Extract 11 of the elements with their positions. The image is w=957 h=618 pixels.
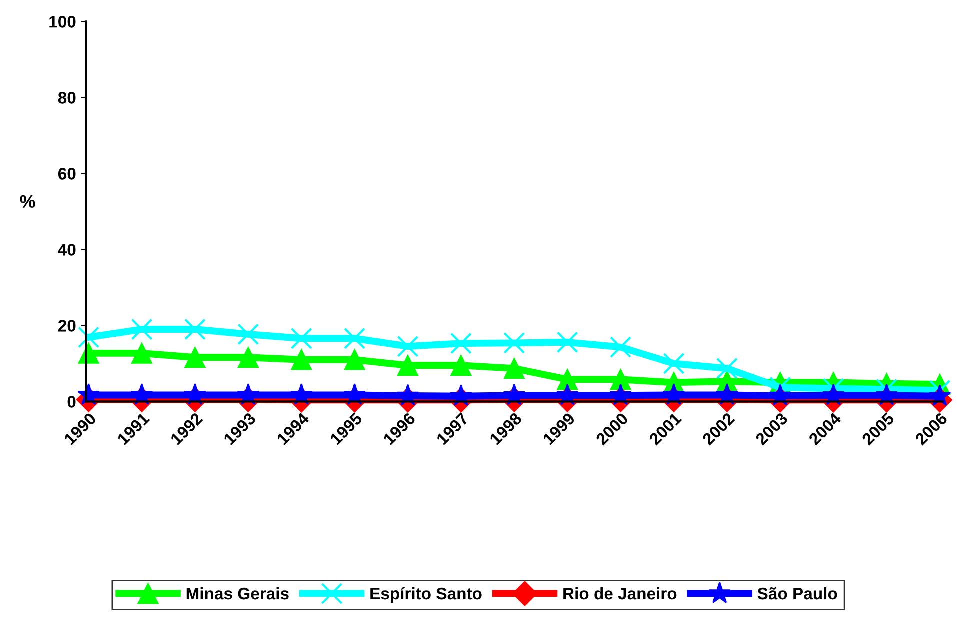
legend-label: Rio de Janeiro: [564, 587, 677, 600]
y-tick-label: 60: [58, 168, 76, 180]
legend-label: São Paulo: [758, 587, 838, 600]
legend-label: Espírito Santo: [370, 587, 482, 603]
legend-label: Minas Gerais: [186, 587, 289, 600]
y-tick-label: 40: [58, 244, 76, 256]
y-axis-title: %: [20, 195, 36, 208]
y-tick-label: 20: [58, 320, 76, 332]
y-tick-label: 0: [68, 396, 76, 408]
y-tick-label: 80: [58, 92, 76, 104]
y-tick-label: 100: [50, 16, 76, 28]
